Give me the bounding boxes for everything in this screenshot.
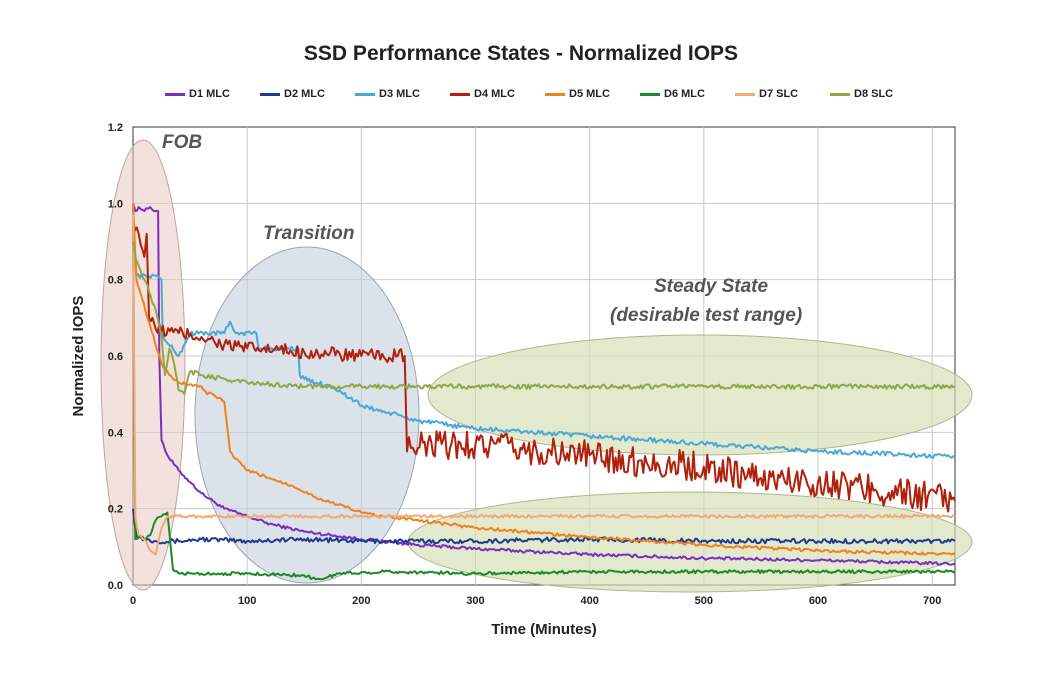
legend-label: D8 SLC <box>854 88 894 100</box>
legend-item: D5 MLC <box>545 88 640 100</box>
fob-region <box>100 139 186 591</box>
y-tick-label: 1.2 <box>108 122 123 134</box>
steady-state-region-upper <box>427 334 973 456</box>
legend-label: D7 SLC <box>759 88 799 100</box>
legend-label: D3 MLC <box>379 88 420 100</box>
chart-title: SSD Performance States - Normalized IOPS <box>303 42 739 65</box>
y-axis-label: Normalized IOPS <box>70 296 87 417</box>
legend-swatch <box>260 92 280 96</box>
legend-item: D4 MLC <box>450 88 545 100</box>
legend-item: D1 MLC <box>165 88 260 100</box>
legend-swatch <box>355 92 375 96</box>
tick-labels: 0 100 200 300 400 500 600 700 0.0 0.2 0.4 0.6 0.8 1.0… <box>108 122 942 607</box>
x-tick-label: 100 <box>238 595 256 607</box>
legend-swatch <box>735 92 755 96</box>
y-tick-label: 0.4 <box>108 427 124 439</box>
series-layer <box>132 203 956 581</box>
series-line-d5-mlc <box>132 203 956 556</box>
series-line-d4-mlc <box>132 218 956 513</box>
y-tick-label: 0.6 <box>108 351 123 363</box>
y-tick-label: 0.0 <box>108 580 123 592</box>
legend-item: D2 MLC <box>260 88 355 100</box>
steady-state-subannotation: (desirable test range) <box>610 305 802 326</box>
x-tick-label: 300 <box>466 595 484 607</box>
x-tick-label: 500 <box>695 595 713 607</box>
x-tick-label: 600 <box>809 595 827 607</box>
legend-swatch <box>830 92 850 96</box>
legend-label: D4 MLC <box>474 88 515 100</box>
steady-state-annotation: Steady State <box>654 276 768 297</box>
transition-annotation: Transition <box>263 223 355 244</box>
x-tick-label: 700 <box>923 595 941 607</box>
y-tick-label: 0.8 <box>108 275 123 287</box>
legend-swatch <box>545 92 565 96</box>
legend-swatch <box>450 92 470 96</box>
series-line-d3-mlc <box>132 207 956 459</box>
x-axis-label: Time (Minutes) <box>491 621 597 638</box>
transition-region <box>194 246 420 584</box>
legend-label: D6 MLC <box>664 88 705 100</box>
series-line-d6-mlc <box>132 222 956 581</box>
legend-label: D1 MLC <box>189 88 230 100</box>
legend-swatch <box>165 92 185 96</box>
series-line-d1-mlc <box>132 203 956 566</box>
legend-label: D5 MLC <box>569 88 610 100</box>
legend: D1 MLC D2 MLC D3 MLC D4 MLC D5 MLC D6 ML… <box>165 88 925 100</box>
legend-item: D8 SLC <box>830 88 925 100</box>
x-tick-label: 200 <box>352 595 370 607</box>
series-line-d8-slc <box>132 241 956 396</box>
legend-item: D6 MLC <box>640 88 735 100</box>
x-tick-label: 0 <box>130 595 136 607</box>
legend-item: D3 MLC <box>355 88 450 100</box>
fob-annotation: FOB <box>162 132 202 153</box>
x-tick-label: 400 <box>580 595 598 607</box>
y-tick-label: 1.0 <box>108 198 123 210</box>
series-line-d2-mlc <box>132 508 956 545</box>
legend-swatch <box>640 92 660 96</box>
legend-label: D2 MLC <box>284 88 325 100</box>
y-tick-label: 0.2 <box>108 504 123 516</box>
series-line-d7-slc <box>132 214 956 556</box>
legend-item: D7 SLC <box>735 88 830 100</box>
